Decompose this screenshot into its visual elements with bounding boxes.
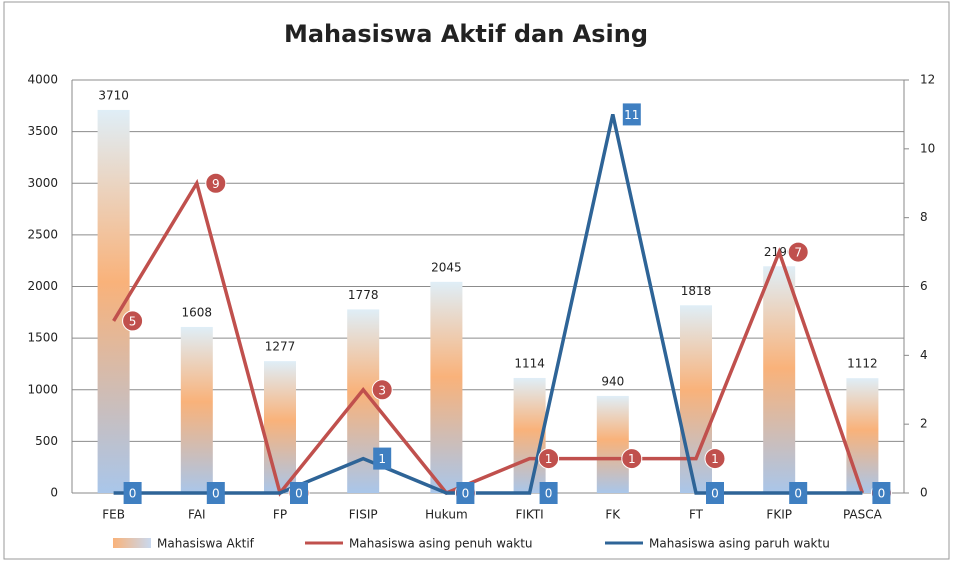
line-value-label: 7 — [794, 246, 802, 260]
line-value-label: 0 — [711, 487, 719, 501]
value-badge — [539, 482, 558, 504]
y-tick-label: 3000 — [27, 176, 58, 190]
y2-tick-label: 6 — [920, 279, 928, 293]
value-badge — [456, 482, 475, 504]
line-value-label: 0 — [878, 487, 886, 501]
line-value-label: 3 — [378, 383, 386, 397]
bar — [264, 361, 296, 493]
bar-value-label: 1114 — [514, 356, 545, 370]
value-badge — [123, 482, 142, 504]
bar-value-label: 1112 — [847, 357, 878, 371]
line-value-label: 1 — [711, 452, 719, 466]
line-value-label: 11 — [624, 108, 639, 122]
chart-frame — [3, 1, 950, 560]
x-tick-label: FP — [273, 508, 287, 522]
bar-value-label: 1818 — [681, 284, 712, 298]
x-tick-label: FIKTI — [515, 508, 543, 522]
line-value-label: 1 — [545, 452, 553, 466]
bar-value-label: 1277 — [265, 340, 296, 354]
legend-swatch — [113, 538, 151, 548]
value-badge — [787, 241, 809, 263]
value-badge — [122, 310, 144, 332]
y-tick-label: 3500 — [27, 124, 58, 138]
legend-label: Mahasiswa asing penuh waktu — [349, 537, 533, 551]
value-badge — [621, 448, 643, 470]
chart-title: Mahasiswa Aktif dan Asing — [284, 20, 648, 48]
y-tick-label: 2000 — [27, 279, 58, 293]
y2-tick-label: 0 — [920, 486, 928, 500]
line-value-label: 0 — [462, 487, 470, 501]
value-badge — [706, 482, 724, 504]
bar — [180, 326, 213, 493]
y2-tick-label: 8 — [920, 210, 928, 224]
bar — [513, 377, 546, 493]
line-value-label: 5 — [129, 314, 137, 328]
value-badge — [704, 448, 726, 470]
y2-tick-label: 10 — [920, 141, 935, 155]
line — [113, 114, 863, 495]
value-badge — [872, 482, 891, 504]
value-badge — [373, 447, 392, 470]
y-tick-label: 2500 — [27, 227, 58, 241]
bar-value-label: 1608 — [182, 305, 213, 319]
line-value-label: 1 — [628, 452, 636, 466]
bar-value-label: 940 — [601, 374, 624, 388]
line-value-label: 0 — [212, 487, 220, 501]
x-tick-label: FKIP — [766, 508, 792, 522]
line-value-label: 1 — [378, 452, 386, 466]
y-tick-label: 0 — [50, 486, 58, 500]
bar — [430, 281, 463, 493]
value-badge — [205, 172, 227, 194]
y2-tick-label: 4 — [920, 348, 928, 362]
value-badge — [789, 482, 808, 504]
x-tick-label: FAI — [188, 508, 206, 522]
y2-tick-label: 12 — [920, 73, 935, 87]
y-tick-label: 1500 — [27, 331, 58, 345]
bar — [763, 266, 796, 493]
value-badge — [206, 482, 225, 504]
x-tick-label: Hukum — [425, 508, 468, 522]
line-value-label: 9 — [212, 177, 220, 191]
x-tick-label: FISIP — [349, 508, 378, 522]
value-badge — [371, 379, 393, 401]
y-tick-label: 4000 — [27, 73, 58, 87]
legend-label: Mahasiswa Aktif — [157, 537, 255, 551]
line-value-label: 0 — [295, 487, 303, 501]
bar-value-label: 1778 — [348, 288, 379, 302]
x-tick-label: FT — [689, 508, 704, 522]
value-badge — [538, 448, 560, 470]
bar — [846, 378, 879, 493]
line-value-label: 0 — [545, 487, 553, 501]
y2-tick-label: 2 — [920, 417, 928, 431]
y-tick-label: 1000 — [27, 382, 58, 396]
bar — [596, 395, 629, 493]
x-tick-label: FK — [605, 508, 621, 522]
x-tick-label: PASCA — [843, 508, 883, 522]
y-tick-label: 500 — [35, 434, 58, 448]
bar-value-label: 2045 — [431, 260, 462, 274]
line-value-label: 0 — [794, 487, 802, 501]
legend-label: Mahasiswa asing paruh waktu — [649, 537, 830, 551]
x-tick-label: FEB — [102, 508, 125, 522]
line-value-label: 0 — [129, 487, 137, 501]
bar-value-label: 3710 — [98, 88, 129, 102]
value-badge — [290, 482, 308, 504]
line — [112, 178, 865, 497]
value-badge — [622, 103, 641, 126]
